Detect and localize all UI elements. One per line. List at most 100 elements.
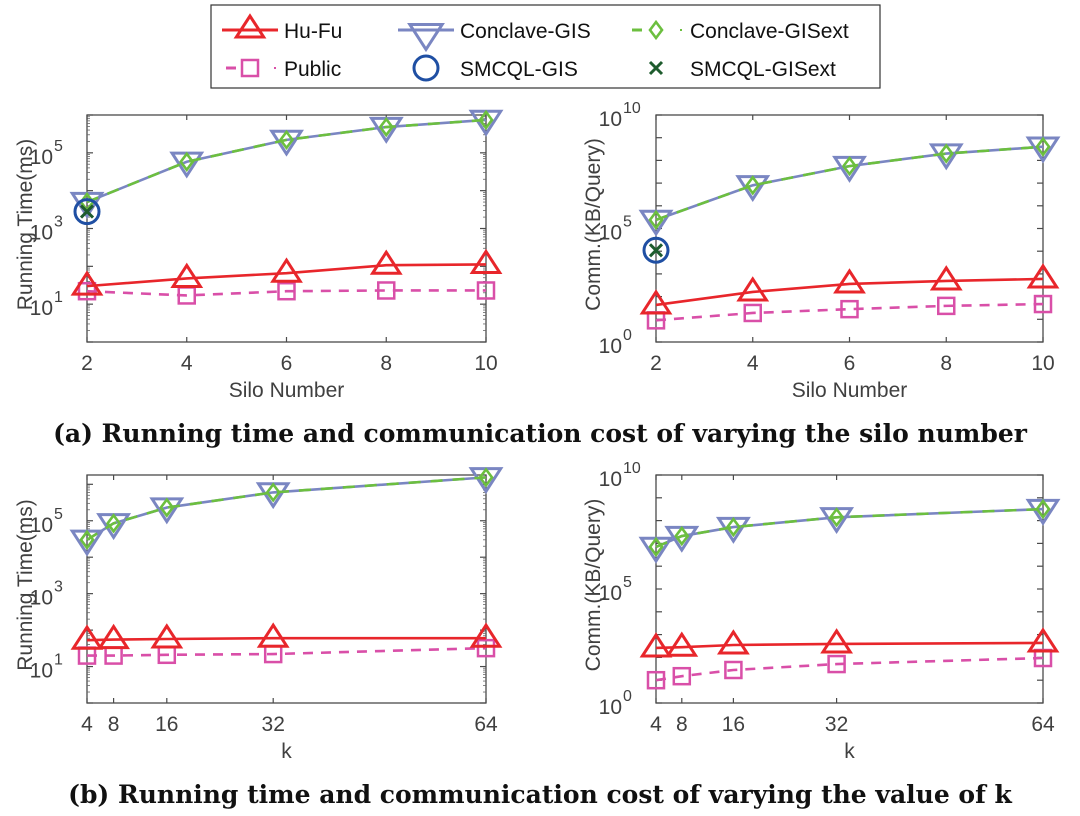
- data-point-diamond-icon: [378, 116, 394, 138]
- series-line: [655, 656, 1044, 682]
- y-tick-exponent: 0: [623, 327, 632, 344]
- series-hu-fu: [70, 622, 503, 650]
- data-point-triangle-up-icon: [833, 268, 866, 294]
- x-tick-label: 8: [676, 713, 688, 736]
- data-point-diamond-icon: [648, 536, 664, 558]
- y-tick-label: 10: [30, 660, 53, 683]
- data-point-square-icon: [1033, 294, 1053, 314]
- data-point-square-icon: [827, 654, 846, 674]
- data-point-diamond-icon: [745, 175, 761, 196]
- data-point-square-icon: [476, 281, 496, 300]
- data-point-diamond-icon: [265, 482, 281, 503]
- data-point-triangle-up-icon: [820, 628, 854, 654]
- series-smcql-gisext: [648, 243, 664, 258]
- series-line: [655, 145, 1044, 222]
- series-smcql-gis: [642, 236, 670, 264]
- legend-marker-circle-icon: [412, 54, 440, 82]
- data-point-triangle-up-icon: [469, 248, 503, 275]
- data-point-circle-icon: [642, 236, 670, 264]
- series-public: [77, 638, 496, 665]
- data-point-x-icon: [648, 243, 664, 258]
- series-smcql-gisext: [79, 204, 95, 219]
- y-tick-label: 10: [599, 582, 622, 605]
- x-tick-label: 64: [1031, 713, 1055, 736]
- y-tick-label: 10: [30, 297, 53, 320]
- legend-label: Conclave-GISext: [690, 20, 849, 43]
- legend-entry-conclave-gis: Conclave-GIS: [398, 20, 591, 53]
- series-line: [86, 289, 486, 297]
- data-point-square-icon: [646, 670, 666, 690]
- y-tick-exponent: 1: [54, 652, 63, 669]
- x-tick-label: 16: [155, 713, 178, 736]
- data-point-diamond-icon: [278, 129, 295, 151]
- data-point-square-icon: [743, 303, 762, 323]
- series-smcql-gis: [73, 198, 101, 226]
- x-tick-label: 32: [262, 713, 285, 736]
- y-tick-exponent: 3: [54, 214, 63, 231]
- legend: Hu-Fu Conclave-GIS Conclave-GISext Public SM…: [210, 4, 881, 89]
- series-line: [655, 641, 1044, 650]
- y-axis-label: Running Time(ms): [14, 139, 37, 311]
- y-tick-label: 10: [30, 222, 53, 245]
- x-tick-label: 4: [181, 352, 193, 375]
- x-tick-label: 6: [281, 352, 293, 375]
- data-point-triangle-up-icon: [929, 265, 963, 291]
- series-line: [655, 277, 1044, 307]
- y-tick-label: 10: [599, 335, 622, 358]
- series-line: [86, 476, 487, 541]
- x-tick-label: 4: [81, 713, 93, 736]
- legend-box: [210, 4, 881, 89]
- x-axis-label: Silo Number: [229, 379, 345, 402]
- data-point-triangle-down-icon: [928, 143, 964, 171]
- y-tick-exponent: 5: [54, 506, 63, 523]
- data-point-diamond-icon: [105, 513, 122, 534]
- series-public: [646, 294, 1053, 330]
- legend-entry-smcql-gisext: SMCQL-GISext: [648, 58, 836, 81]
- data-point-diamond-icon: [841, 155, 858, 177]
- legend-label: Public: [284, 58, 341, 81]
- legend-marker-x-icon: [648, 60, 664, 76]
- data-point-diamond-icon: [938, 143, 954, 164]
- legend-entry-public: Public: [226, 58, 341, 81]
- data-point-triangle-up-icon: [97, 623, 131, 650]
- series-hu-fu: [70, 248, 503, 296]
- series-conclave-gisext: [79, 109, 494, 213]
- series-conclave-gis: [638, 498, 1061, 564]
- data-point-diamond-icon: [674, 525, 690, 547]
- data-point-triangle-down-icon: [169, 151, 205, 179]
- y-tick-label: 10: [599, 696, 622, 719]
- legend-label: SMCQL-GIS: [460, 58, 578, 81]
- x-tick-label: 2: [650, 352, 662, 375]
- data-point-triangle-up-icon: [1026, 263, 1060, 289]
- data-point-square-icon: [937, 296, 956, 316]
- y-axis-label: Comm.(KB/Query): [582, 499, 605, 672]
- data-point-diamond-icon: [1035, 136, 1051, 157]
- series-line: [655, 507, 1044, 549]
- data-point-triangle-up-icon: [70, 270, 104, 296]
- series-public: [646, 648, 1053, 690]
- data-point-square-icon: [672, 666, 692, 686]
- x-tick-label: 4: [747, 352, 759, 375]
- series-line: [86, 263, 487, 288]
- data-point-triangle-up-icon: [369, 249, 403, 275]
- data-point-triangle-up-icon: [469, 622, 503, 648]
- y-tick-exponent: 0: [623, 688, 632, 705]
- data-point-triangle-down-icon: [819, 507, 855, 535]
- series-conclave-gisext: [648, 498, 1051, 558]
- y-tick-exponent: 5: [54, 138, 63, 155]
- y-tick-exponent: 5: [623, 214, 632, 231]
- series-conclave-gisext: [79, 467, 494, 550]
- data-point-triangle-up-icon: [170, 262, 204, 288]
- data-point-diamond-icon: [478, 109, 494, 131]
- data-point-triangle-up-icon: [150, 623, 184, 649]
- y-tick-label: 10: [599, 468, 622, 491]
- series-conclave-gis: [638, 136, 1061, 237]
- data-point-triangle-up-icon: [716, 629, 750, 655]
- y-tick-label: 10: [30, 587, 53, 610]
- caption-b: (b) Running time and communication cost …: [68, 780, 1012, 809]
- y-tick-label: 10: [30, 146, 53, 169]
- x-tick-label: 6: [844, 352, 856, 375]
